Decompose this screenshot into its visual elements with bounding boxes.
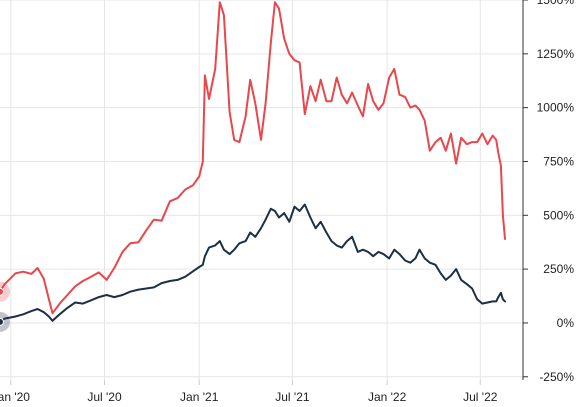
series-start-markers: [0, 281, 10, 332]
marker-dot: [0, 287, 4, 296]
y-tick-label: -250%: [539, 370, 574, 384]
series-line-0: [0, 1, 506, 315]
x-tick-label: Jul '20: [87, 390, 122, 404]
x-tick-label: Jul '22: [463, 390, 498, 404]
y-tick-label: 750%: [543, 154, 574, 168]
y-tick-label: 0%: [557, 316, 575, 330]
y-axis-ticks: -250% 0% 250% 500% 750% 1000% 1250% 1500%: [523, 0, 574, 384]
x-tick-label: Jan '21: [180, 390, 219, 404]
x-tick-label: Jan '20: [0, 390, 30, 404]
y-tick-label: 250%: [543, 262, 574, 276]
marker-halo: [0, 281, 10, 302]
y-tick-label: 500%: [543, 208, 574, 222]
marker-dot: [0, 317, 4, 326]
x-axis-ticks: Jan '20 Jul '20 Jan '21 Jul '21 Jan '22 Jul '…: [0, 380, 498, 404]
y-tick-label: 1500%: [537, 0, 575, 7]
y-tick-label: 1000%: [537, 101, 575, 115]
y-tick-label: 1250%: [537, 47, 575, 61]
x-tick-label: Jan '22: [368, 390, 407, 404]
series-lines: [0, 1, 506, 323]
marker-halo: [0, 311, 10, 332]
horizontal-gridlines: [0, 0, 523, 378]
x-tick-label: Jul '21: [275, 390, 310, 404]
series-line-1: [0, 203, 506, 323]
